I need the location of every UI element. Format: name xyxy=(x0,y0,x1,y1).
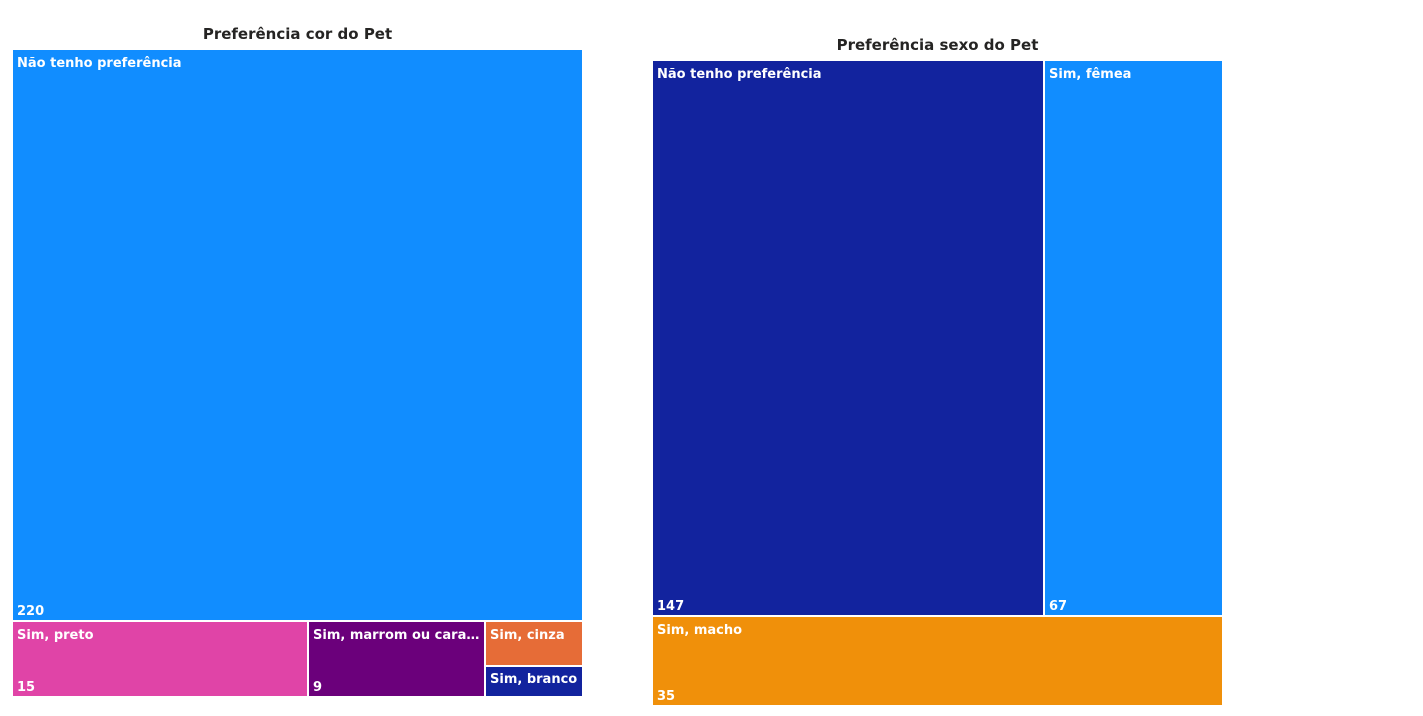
tile-label: Sim, macho xyxy=(657,623,743,638)
tile-value: 220 xyxy=(17,604,45,619)
tile-label: Não tenho preferência xyxy=(657,67,822,82)
tile-value: 9 xyxy=(313,680,323,695)
tile-value: 15 xyxy=(17,680,36,695)
tile-cor-sim-marrom[interactable]: Sim, marrom ou caramelo 9 xyxy=(308,621,485,697)
tile-value: 147 xyxy=(657,599,685,614)
tile-value: 35 xyxy=(657,689,676,704)
tile-label: Sim, fêmea xyxy=(1049,67,1132,82)
tile-label: Não tenho preferência xyxy=(17,56,182,71)
tile-sexo-nao-tenho-preferencia[interactable]: Não tenho preferência 147 xyxy=(652,60,1044,616)
tile-value: 67 xyxy=(1049,599,1068,614)
treemap-sexo[interactable]: Não tenho preferência 147 Sim, fêmea 67 … xyxy=(652,60,1223,706)
tile-cor-sim-branco[interactable]: Sim, branco xyxy=(485,666,583,697)
tile-cor-sim-preto[interactable]: Sim, preto 15 xyxy=(12,621,308,697)
tile-label: Sim, cinza xyxy=(490,628,565,643)
treemap-cor[interactable]: Não tenho preferência 220 Sim, preto 15 … xyxy=(12,49,583,697)
tile-cor-nao-tenho-preferencia[interactable]: Não tenho preferência 220 xyxy=(12,49,583,621)
chart-title-sexo: Preferência sexo do Pet xyxy=(836,36,1039,54)
tile-sexo-sim-femea[interactable]: Sim, fêmea 67 xyxy=(1044,60,1223,616)
tile-label: Sim, branco xyxy=(490,672,578,687)
tile-sexo-sim-macho[interactable]: Sim, macho 35 xyxy=(652,616,1223,706)
chart-title-cor: Preferência cor do Pet xyxy=(202,25,393,43)
tile-label: Sim, marrom ou caramelo xyxy=(313,628,480,643)
tile-label: Sim, preto xyxy=(17,628,94,643)
tile-cor-sim-cinza[interactable]: Sim, cinza xyxy=(485,621,583,666)
